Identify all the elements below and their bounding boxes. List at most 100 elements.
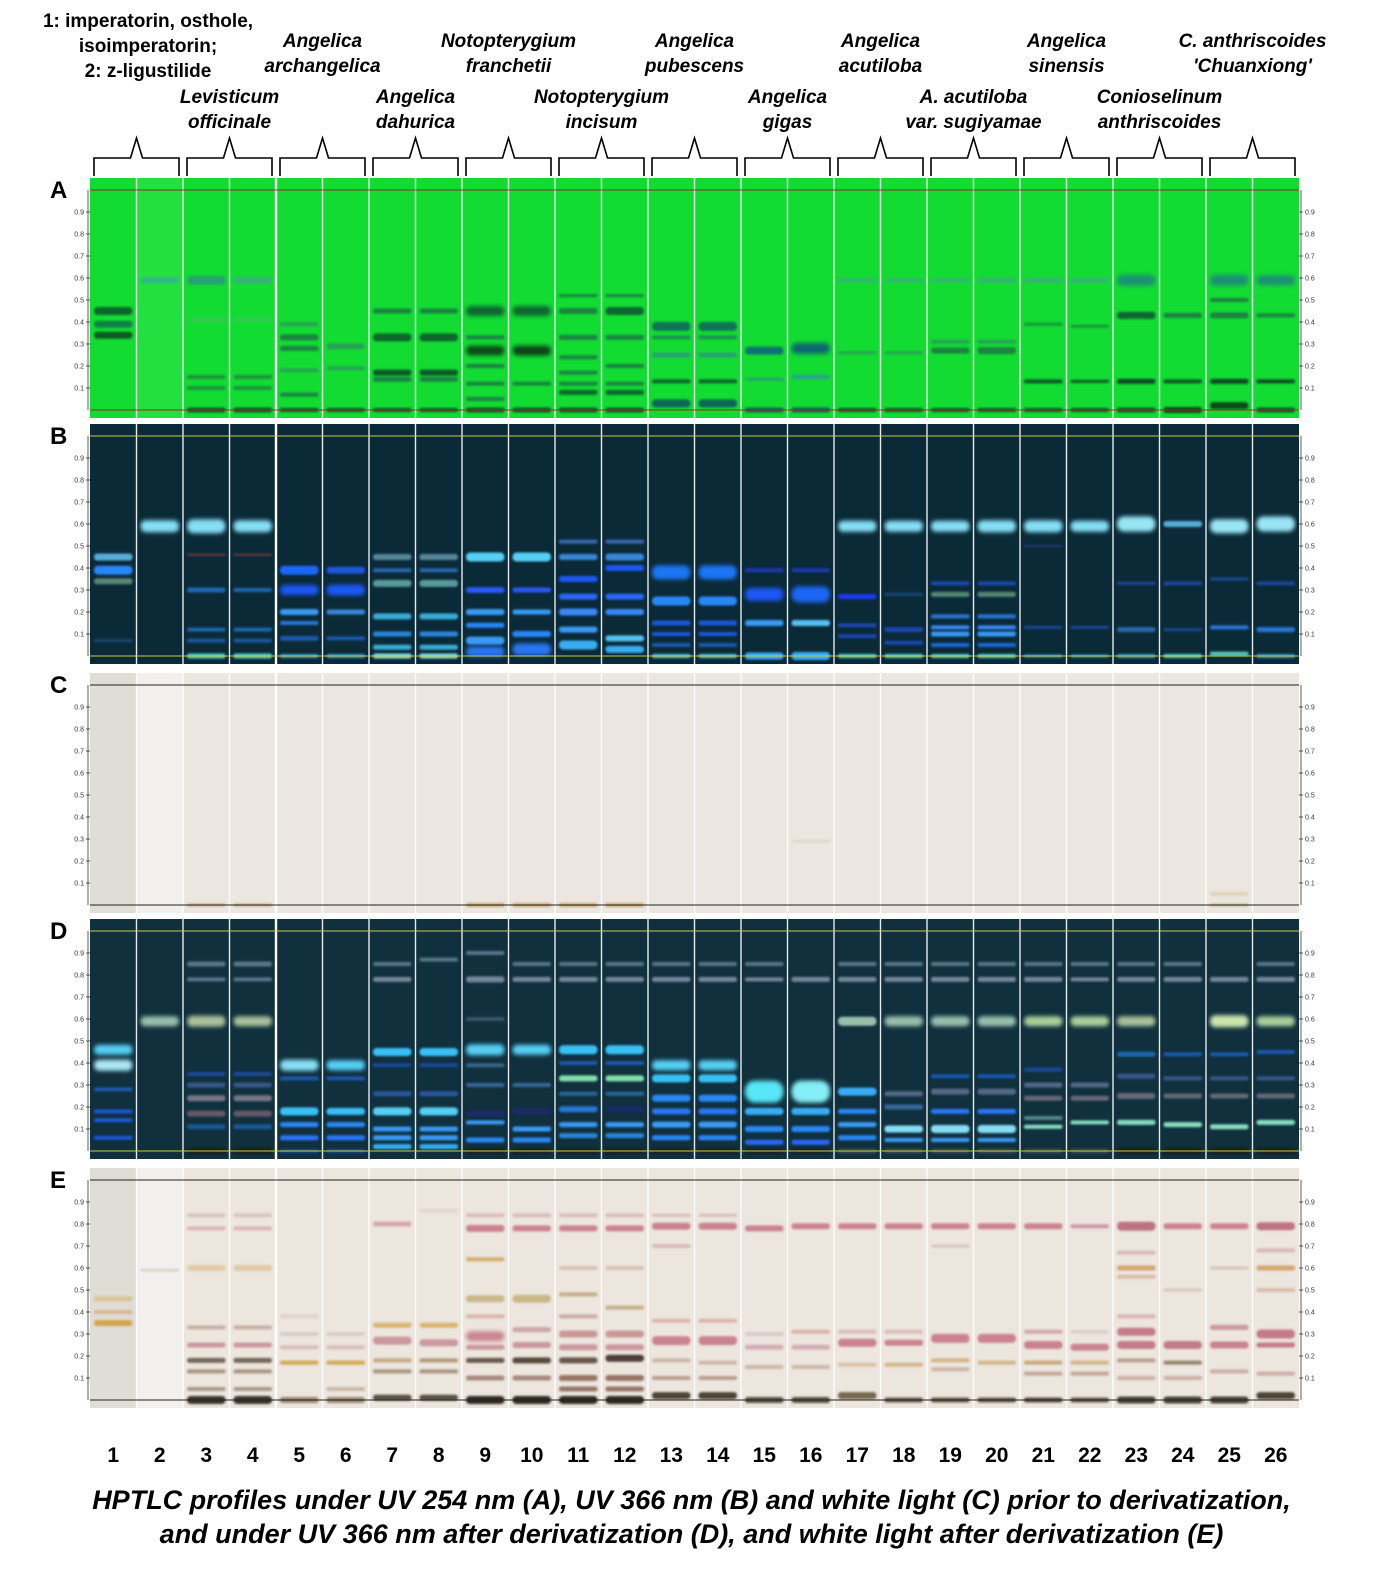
- band: [1117, 1051, 1156, 1057]
- band: [280, 345, 319, 351]
- band: [698, 1336, 737, 1346]
- rf-tick-label: 0.6: [74, 771, 84, 778]
- panel-letter: B: [50, 423, 67, 450]
- band: [1163, 628, 1202, 632]
- panel-C: 0.1 0.2 0.3 0.4 0.5 0.6 0.7 0.8 0.9 0.1 0.2 0.3 0.4 0…: [50, 672, 1315, 913]
- band: [466, 951, 505, 955]
- lane-group-bracket: [372, 135, 459, 176]
- band: [419, 1339, 458, 1347]
- band: [838, 1108, 877, 1114]
- band: [1210, 1076, 1249, 1081]
- band: [187, 1213, 226, 1218]
- band: [652, 399, 691, 408]
- band: [512, 1375, 551, 1381]
- band: [1210, 378, 1249, 384]
- band: [698, 1318, 737, 1323]
- band: [1070, 1330, 1109, 1334]
- band: [977, 581, 1016, 586]
- band: [280, 1332, 319, 1336]
- rf-tick-label: 0.2: [1305, 1105, 1315, 1112]
- band: [512, 1342, 551, 1348]
- band: [326, 1135, 365, 1141]
- band: [698, 1094, 737, 1102]
- band: [466, 1044, 505, 1056]
- band: [233, 1325, 272, 1330]
- band: [419, 1358, 458, 1363]
- rf-tick-label: 0.7: [1305, 995, 1315, 1002]
- band: [187, 1265, 226, 1271]
- band: [419, 1126, 458, 1132]
- band: [884, 278, 923, 283]
- lane-number: 18: [892, 1444, 916, 1467]
- band: [745, 620, 784, 626]
- band: [559, 1133, 598, 1139]
- species-label: pubescens: [644, 56, 744, 77]
- band: [326, 1360, 365, 1365]
- band: [698, 1074, 737, 1083]
- band: [466, 306, 505, 316]
- lane-number: 8: [433, 1444, 445, 1467]
- species-label: sinensis: [1028, 56, 1104, 77]
- rf-tick-label: 0.9: [1305, 210, 1315, 217]
- band: [187, 961, 226, 967]
- band: [1117, 378, 1156, 384]
- band: [1117, 581, 1156, 585]
- rf-tick-label: 0.3: [1305, 588, 1315, 595]
- band: [838, 634, 877, 639]
- band: [1210, 274, 1249, 286]
- caption-line-2: and under UV 366 nm after derivatization…: [159, 1519, 1224, 1549]
- reference-note-line1: 1: imperatorin, osthole,: [43, 11, 253, 32]
- band: [466, 1224, 505, 1232]
- band: [977, 1138, 1016, 1142]
- band: [605, 1075, 644, 1082]
- band: [1163, 312, 1202, 318]
- band: [977, 614, 1016, 619]
- lane-number: 14: [706, 1444, 730, 1467]
- band: [280, 1314, 319, 1319]
- band: [233, 961, 272, 967]
- band: [605, 1305, 644, 1310]
- rf-tick-label: 0.5: [74, 298, 84, 305]
- band: [605, 381, 644, 386]
- band: [838, 1329, 877, 1334]
- band: [838, 594, 877, 600]
- band: [559, 1045, 598, 1055]
- rf-tick-label: 0.7: [74, 500, 84, 507]
- lane-number: 16: [799, 1444, 822, 1467]
- band: [884, 640, 923, 645]
- band: [605, 1330, 644, 1338]
- band: [280, 1135, 319, 1141]
- band: [419, 631, 458, 637]
- band: [1163, 1360, 1202, 1365]
- band: [698, 321, 737, 331]
- band: [559, 370, 598, 375]
- species-label: dahurica: [376, 112, 456, 133]
- band: [559, 1344, 598, 1351]
- band: [652, 1376, 691, 1380]
- band: [1070, 1371, 1109, 1376]
- band: [419, 376, 458, 382]
- lane-group-bracket: [558, 135, 645, 176]
- species-label: incisum: [566, 112, 638, 133]
- species-label: franchetii: [466, 56, 552, 77]
- band: [977, 339, 1016, 344]
- panel-E: 0.1 0.2 0.3 0.4 0.5 0.6 0.7 0.8 0.9 0.1 0.2 0.3 0.4 0…: [50, 1167, 1315, 1408]
- band: [1070, 1016, 1109, 1027]
- band: [838, 1392, 877, 1400]
- band: [698, 565, 737, 580]
- band: [884, 976, 923, 982]
- band: [605, 1106, 644, 1113]
- band: [652, 1392, 691, 1400]
- rf-tick-label: 0.3: [1305, 1332, 1315, 1339]
- band: [280, 635, 319, 641]
- lane-group-bracket: [930, 135, 1017, 176]
- band: [1117, 1376, 1156, 1380]
- rf-tick-label: 0.2: [1305, 364, 1315, 371]
- band: [745, 568, 784, 573]
- band: [1024, 1223, 1063, 1230]
- band: [1117, 976, 1156, 982]
- band: [559, 1213, 598, 1218]
- band: [419, 568, 458, 573]
- band: [698, 1376, 737, 1380]
- band: [791, 1365, 830, 1369]
